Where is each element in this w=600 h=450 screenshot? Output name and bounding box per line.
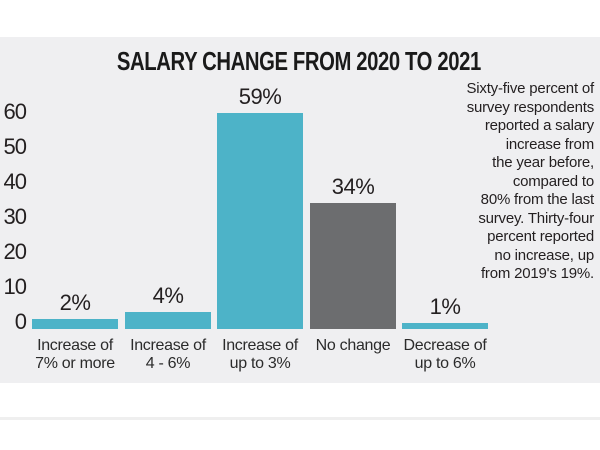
category-label-line: up to 3% bbox=[229, 355, 291, 372]
bottom-divider-line bbox=[0, 417, 600, 420]
annotation-line: the year before, bbox=[492, 154, 594, 171]
annotation-text: Sixty-five percent of survey respondents r… bbox=[444, 80, 594, 284]
y-axis-tick-label: 10 bbox=[3, 274, 27, 299]
annotation-line: Sixty-five percent of bbox=[466, 80, 594, 97]
bar-no-change bbox=[310, 203, 396, 329]
bar-value-label: 34% bbox=[331, 174, 375, 199]
y-axis-tick-label: 60 bbox=[3, 99, 27, 124]
category-label: No change bbox=[288, 337, 418, 355]
category-label: Decrease of up to 6% bbox=[380, 337, 510, 373]
y-axis-tick-label: 40 bbox=[3, 169, 27, 194]
category-label: Increase of 7% or more bbox=[10, 337, 140, 373]
annotation-line: from 2019's 19%. bbox=[480, 265, 594, 282]
bar-increase-of-7-or-more bbox=[32, 319, 118, 329]
category-label-line: No change bbox=[315, 337, 391, 354]
annotation-line: increase from bbox=[505, 135, 594, 153]
category-label-line: up to 6% bbox=[414, 355, 476, 372]
category-label-line: Increase of bbox=[130, 337, 206, 354]
y-axis-tick-label: 0 bbox=[14, 309, 27, 334]
bar-increase-of-up-to-3 bbox=[217, 113, 303, 329]
annotation-line: no increase, up bbox=[494, 246, 594, 264]
bar-value-label: 59% bbox=[238, 84, 282, 109]
annotation-line: survey. Thirty-four bbox=[478, 209, 594, 227]
annotation-line: compared to bbox=[512, 172, 594, 190]
y-axis-tick-label: 20 bbox=[3, 239, 27, 264]
bar-value-label: 1% bbox=[429, 294, 461, 319]
category-label-line: 7% or more bbox=[35, 355, 115, 372]
annotation-line: survey respondents bbox=[466, 98, 595, 116]
annotation-line: reported a salary bbox=[484, 117, 594, 134]
category-label-line: 4 - 6% bbox=[145, 355, 191, 372]
annotation-line: 80% from the last bbox=[480, 191, 595, 208]
bar-decrease-of-up-to-6 bbox=[402, 323, 488, 329]
bar-value-label: 2% bbox=[59, 290, 91, 315]
bar-value-label: 4% bbox=[152, 283, 184, 308]
bar-increase-of-4-6 bbox=[125, 312, 211, 329]
category-label-line: Decrease of bbox=[403, 337, 487, 354]
chart-title: SALARY CHANGE FROM 2020 TO 2021 bbox=[116, 46, 481, 76]
category-label-line: Increase of bbox=[222, 337, 298, 354]
category-label: Increase of 4 - 6% bbox=[103, 337, 233, 373]
category-label-line: Increase of bbox=[37, 337, 113, 354]
y-axis-tick-label: 50 bbox=[3, 134, 27, 159]
y-axis-tick-label: 30 bbox=[3, 204, 27, 229]
annotation-line: percent reported bbox=[487, 228, 594, 245]
category-label: Increase of up to 3% bbox=[195, 337, 325, 373]
